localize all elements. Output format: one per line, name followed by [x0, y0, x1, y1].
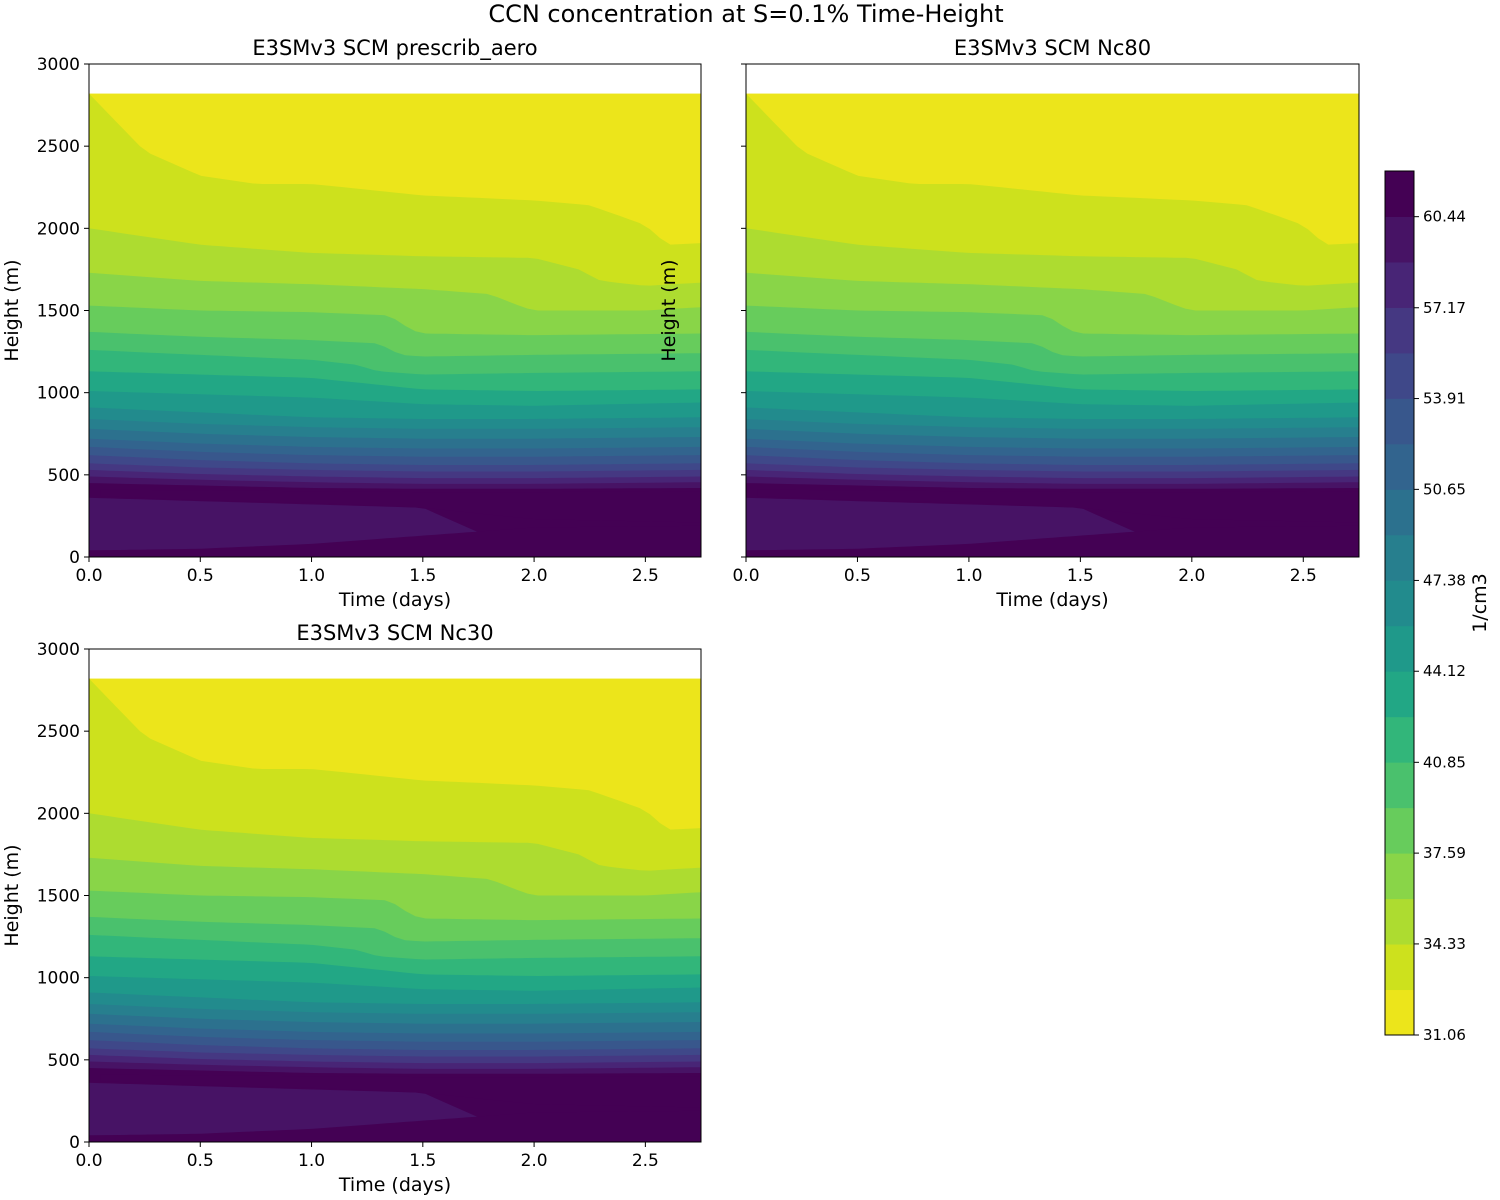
y-tick-label: 2500 — [37, 137, 80, 157]
x-tick-label: 1.5 — [409, 566, 436, 586]
colorbar-tick-label: 44.12 — [1423, 662, 1466, 680]
colorbar-segment — [1385, 716, 1414, 763]
y-axis-label: Height (m) — [1, 259, 23, 361]
panel-prescrib-aero: E3SMv3 SCM prescrib_aero 0.0 0.5 1.0 1.5 2.0 2… — [1, 36, 702, 611]
near-surface-region-1 — [757, 489, 1359, 523]
colorbar-segment — [1385, 398, 1414, 445]
colorbar-label: 1/cm3 — [1469, 573, 1491, 633]
colorbar-tick-label: 53.91 — [1423, 390, 1466, 408]
x-axis-label: Time (days) — [995, 589, 1108, 611]
near-surface-region-0 — [746, 497, 1359, 557]
y-tick-label: 2500 — [37, 722, 80, 742]
x-tick-label: 2.5 — [632, 566, 659, 586]
near-surface-region-1 — [100, 489, 701, 523]
x-tick-label: 2.0 — [521, 566, 548, 586]
colorbar-tick-label: 60.44 — [1423, 208, 1466, 226]
x-tick-label: 1.5 — [1067, 566, 1094, 586]
colorbar-segment — [1385, 989, 1414, 1036]
contour-field — [89, 93, 701, 557]
y-tick-label: 2000 — [37, 219, 80, 239]
x-tick-label: 2.5 — [632, 1151, 659, 1171]
colorbar-segment — [1385, 671, 1414, 718]
colorbar-segment — [1385, 580, 1414, 627]
near-surface-region-2 — [89, 525, 701, 557]
colorbar-tick-label: 50.65 — [1423, 480, 1466, 498]
contour-field — [89, 678, 701, 1142]
colorbar-segment — [1385, 216, 1414, 263]
colorbar-segment — [1385, 171, 1414, 217]
y-tick-label: 0 — [69, 1133, 80, 1153]
panel-title: E3SMv3 SCM Nc80 — [954, 36, 1151, 60]
x-axis-label: Time (days) — [338, 1174, 451, 1196]
colorbar-segment — [1385, 489, 1414, 536]
y-tick-label: 1500 — [37, 887, 80, 907]
colorbar-segment — [1385, 352, 1414, 399]
x-tick-label: 1.0 — [298, 1151, 325, 1171]
near-surface-region-2 — [89, 1110, 701, 1142]
near-surface-region-0 — [89, 1082, 701, 1142]
x-tick-label: 1.0 — [298, 566, 325, 586]
x-axis-label: Time (days) — [338, 589, 451, 611]
near-surface-region-1 — [100, 1074, 701, 1108]
y-tick-label: 1000 — [37, 969, 80, 989]
y-tick-label: 500 — [48, 1051, 80, 1071]
x-tick-label: 1.5 — [409, 1151, 436, 1171]
panel-title: E3SMv3 SCM prescrib_aero — [252, 36, 537, 61]
colorbar-segment — [1385, 261, 1414, 308]
y-tick-label: 2000 — [37, 804, 80, 824]
panel-nc80: E3SMv3 SCM Nc80 0.0 0.5 1.0 1.5 2.0 2.5 Time (d… — [658, 36, 1360, 611]
x-tick-label: 1.0 — [955, 566, 982, 586]
colorbar-segment — [1385, 534, 1414, 581]
x-tick-label: 2.5 — [1290, 566, 1317, 586]
y-tick-label: 3000 — [37, 55, 80, 75]
colorbar-segment — [1385, 443, 1414, 490]
y-tick-label: 1500 — [37, 302, 80, 322]
x-tick-label: 2.0 — [521, 1151, 548, 1171]
panel-nc30: E3SMv3 SCM Nc30 0.0 0.5 1.0 1.5 2.0 2.5 0 500 100… — [1, 621, 702, 1196]
colorbar-segment — [1385, 807, 1414, 854]
y-tick-label: 500 — [48, 466, 80, 486]
x-tick-label: 0.0 — [75, 566, 102, 586]
y-axis-label: Height (m) — [658, 259, 680, 361]
colorbar-segment — [1385, 853, 1414, 900]
y-tick-label: 1000 — [37, 384, 80, 404]
y-tick-label: 3000 — [37, 640, 80, 660]
colorbar-segment — [1385, 762, 1414, 809]
colorbar-tick-label: 47.38 — [1423, 571, 1466, 589]
colorbar-frame — [1384, 170, 1415, 1036]
colorbar-segment — [1385, 307, 1414, 354]
x-tick-label: 2.0 — [1178, 566, 1205, 586]
x-tick-label: 0.0 — [75, 1151, 102, 1171]
colorbar-tick-label: 57.17 — [1423, 299, 1466, 317]
colorbar: 31.06 34.33 37.59 40.85 44.12 47.38 50.65 53.91… — [1384, 170, 1491, 1044]
colorbar-tick-label: 34.33 — [1423, 935, 1466, 953]
panel-title: E3SMv3 SCM Nc30 — [296, 621, 493, 645]
near-surface-region-0 — [89, 497, 701, 557]
y-axis-label: Height (m) — [1, 844, 23, 946]
colorbar-segment — [1385, 625, 1414, 672]
x-tick-label: 0.5 — [187, 566, 214, 586]
x-tick-label: 0.5 — [187, 1151, 214, 1171]
colorbar-segment — [1385, 944, 1414, 991]
x-tick-label: 0.0 — [732, 566, 759, 586]
y-tick-label: 0 — [69, 548, 80, 568]
x-tick-label: 0.5 — [844, 566, 871, 586]
colorbar-segment — [1385, 898, 1414, 945]
colorbar-tick-label: 37.59 — [1423, 844, 1466, 862]
colorbar-tick-label: 31.06 — [1423, 1026, 1466, 1044]
contour-field — [746, 93, 1359, 557]
figure-title: CCN concentration at S=0.1% Time-Height — [488, 0, 1003, 28]
colorbar-tick-label: 40.85 — [1423, 753, 1466, 771]
near-surface-region-2 — [746, 525, 1359, 557]
